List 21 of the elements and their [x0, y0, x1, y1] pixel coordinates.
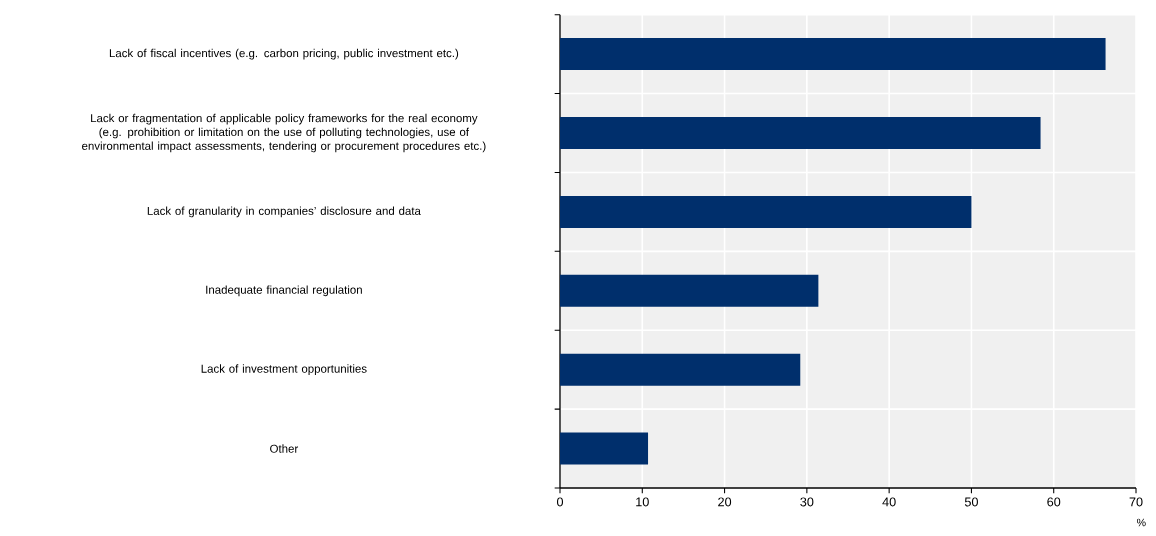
x-tick-label: 50 [964, 497, 978, 507]
bar [560, 38, 1106, 71]
bar [560, 195, 972, 228]
bar [560, 353, 801, 386]
y-tick-label: Lack of granularity in companies’ disclosure and data [147, 206, 421, 218]
x-tick-label: 30 [800, 497, 814, 507]
bar [560, 117, 1041, 150]
y-tick-label: Lack of fiscal incentives (e.g. carbon pricing, public investment etc.) [109, 48, 459, 60]
x-tick-label: 40 [882, 497, 896, 507]
x-tick-label: 70 [1129, 497, 1143, 507]
y-tick-label: Lack or fragmentation of applicable policy frameworks for the real economy (e.g. prohibition or limitation on the use of polluting technologies, use of environmental impact assessments, tendering or procurement procedures etc.) [82, 113, 486, 153]
y-tick-label: Inadequate financial regulation [206, 285, 362, 297]
x-tick-label: 20 [718, 497, 732, 507]
bar [560, 274, 819, 307]
x-tick-label: 60 [1047, 497, 1061, 507]
x-axis-title: % [1136, 518, 1146, 527]
y-tick-label: Other [270, 444, 299, 453]
bar [560, 432, 649, 465]
x-tick-label: 0 [556, 497, 564, 507]
x-tick-label: 10 [636, 497, 649, 507]
y-tick-label: Lack of investment opportunities [201, 364, 367, 376]
